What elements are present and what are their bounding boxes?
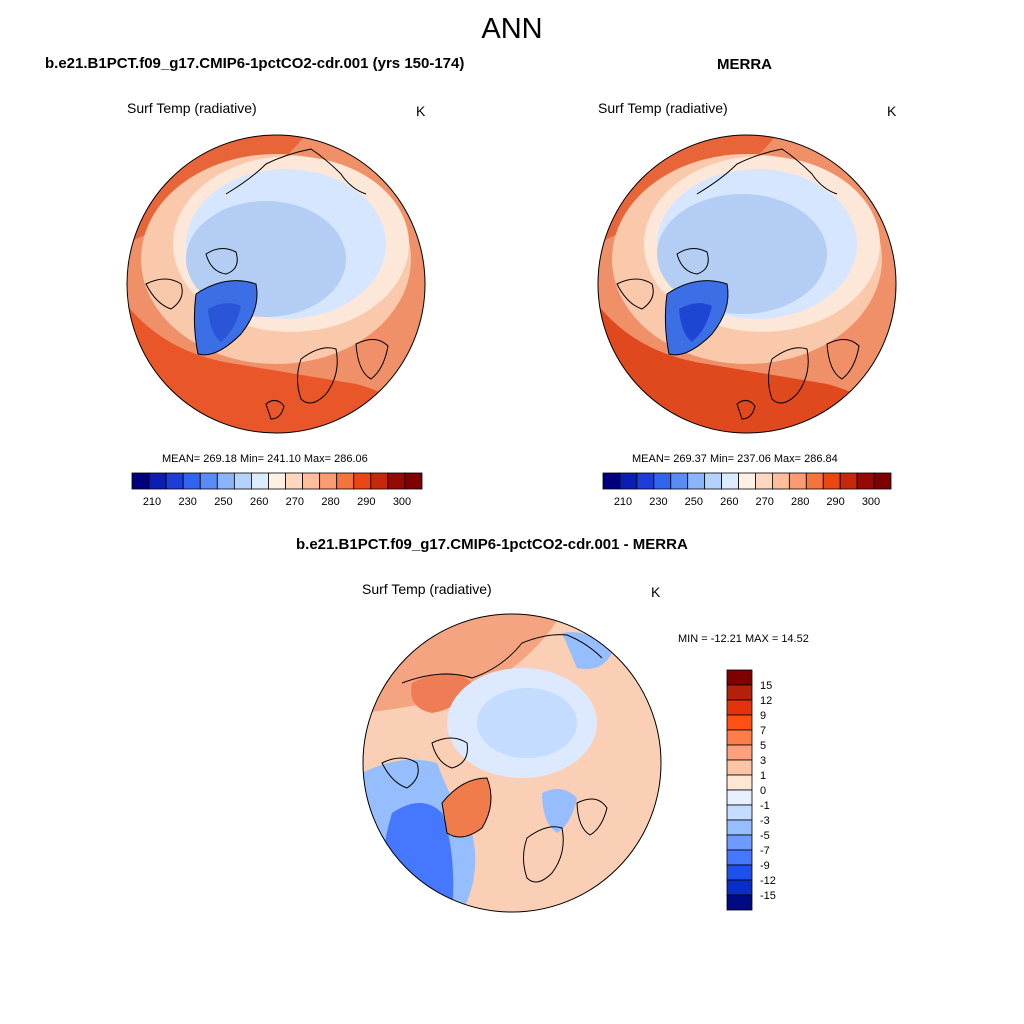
model-panel-title: b.e21.B1PCT.f09_g17.CMIP6-1pctCO2-cdr.00… (45, 55, 465, 72)
obs-colorbar-label: 260 (720, 496, 738, 508)
diff-colorbar-label: -3 (760, 815, 770, 827)
obs-colorbar-box (873, 472, 892, 490)
obs-variable-label: Surf Temp (radiative) (598, 100, 728, 116)
model-polar-map (126, 134, 426, 434)
diff-colorbar-label: -15 (760, 890, 776, 902)
greenland-coldest-region (208, 303, 241, 342)
model-colorbar-label: 230 (179, 496, 197, 508)
model-variable-label: Surf Temp (radiative) (127, 100, 257, 116)
south-warm-region (598, 304, 896, 433)
obs-colorbar-label: 290 (826, 496, 844, 508)
diff-colorbar-label: 9 (760, 710, 766, 722)
diff-colorbar-label: -9 (760, 860, 770, 872)
diff-colorbar-box (726, 759, 753, 776)
greenland-warm-region (442, 778, 491, 837)
model-colorbar-label: 270 (286, 496, 304, 508)
greenland-coldest-region (679, 303, 712, 342)
diff-colorbar-label: 1 (760, 770, 766, 782)
diff-colorbar-box (726, 804, 753, 821)
map-border (362, 613, 662, 913)
model-stats: MEAN= 269.18 Min= 241.10 Max= 286.06 (162, 453, 368, 465)
diff-colorbar-box (726, 789, 753, 806)
diff-colorbar-box (726, 729, 753, 746)
diff-panel-title: b.e21.B1PCT.f09_g17.CMIP6-1pctCO2-cdr.00… (296, 536, 688, 553)
model-units-label: K (416, 103, 426, 119)
obs-polar-map (597, 134, 897, 434)
obs-units-label: K (887, 103, 897, 119)
diff-colorbar-box (726, 894, 753, 911)
diff-colorbar-box (726, 834, 753, 851)
model-colorbar-label: 260 (250, 496, 268, 508)
south-warm-region (127, 304, 425, 433)
model-colorbar-label: 280 (321, 496, 339, 508)
model-colorbar-label: 300 (393, 496, 411, 508)
map-border (126, 134, 426, 434)
diff-colorbar-box (726, 714, 753, 731)
model-colorbar-label: 210 (143, 496, 161, 508)
diff-colorbar-box (726, 744, 753, 761)
obs-panel-title: MERRA (717, 56, 772, 73)
diff-colorbar-box (726, 864, 753, 881)
diff-colorbar-box (726, 849, 753, 866)
diff-colorbar-box (726, 819, 753, 836)
diff-colorbar-box (726, 669, 753, 686)
diff-colorbar-label: 5 (760, 740, 766, 752)
diff-colorbar-label: -5 (760, 830, 770, 842)
diff-colorbar-box (726, 684, 753, 701)
diff-colorbar-label: -12 (760, 875, 776, 887)
diff-colorbar-label: 15 (760, 680, 772, 692)
obs-colorbar-label: 270 (756, 496, 774, 508)
obs-colorbar-label: 280 (791, 496, 809, 508)
model-colorbar-label: 250 (214, 496, 232, 508)
obs-colorbar-label: 230 (649, 496, 667, 508)
slight-cool-region (477, 688, 577, 758)
coastlines (145, 148, 389, 420)
diff-variable-label: Surf Temp (radiative) (362, 581, 492, 597)
diff-colorbar-label: 7 (760, 725, 766, 737)
model-colorbar-label: 290 (357, 496, 375, 508)
map-border (597, 134, 897, 434)
obs-colorbar-label: 250 (685, 496, 703, 508)
diff-colorbar-box (726, 699, 753, 716)
diff-stats: MIN = -12.21 MAX = 14.52 (678, 633, 809, 645)
model-colorbar-box (404, 472, 423, 490)
diff-colorbar-label: -1 (760, 800, 770, 812)
coastlines (381, 634, 608, 883)
diff-polar-map (362, 613, 662, 913)
coastlines (616, 148, 860, 420)
diff-colorbar-label: 12 (760, 695, 772, 707)
diff-colorbar-label: -7 (760, 845, 770, 857)
e-cool-region (542, 789, 577, 833)
obs-colorbar-label: 300 (862, 496, 880, 508)
diff-units-label: K (651, 584, 661, 600)
diff-colorbar-label: 3 (760, 755, 766, 767)
obs-colorbar-label: 210 (614, 496, 632, 508)
diff-colorbar-box (726, 879, 753, 896)
figure-title: ANN (481, 13, 543, 45)
obs-stats: MEAN= 269.37 Min= 237.06 Max= 286.84 (632, 453, 838, 465)
diff-colorbar-label: 0 (760, 785, 766, 797)
diff-colorbar-box (726, 774, 753, 791)
